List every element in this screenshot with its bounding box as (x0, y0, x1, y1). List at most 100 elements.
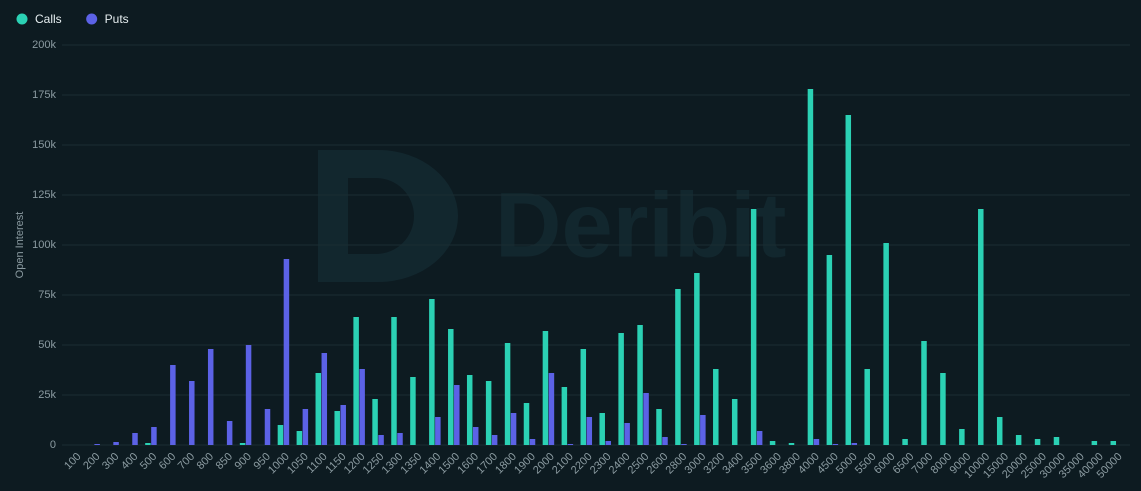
bar (605, 441, 611, 445)
bar (694, 273, 700, 445)
watermark-logo (318, 150, 458, 282)
bar (756, 431, 763, 445)
y-axis-label: Open Interest (14, 212, 26, 279)
bar (731, 399, 738, 445)
bar (296, 431, 303, 445)
y-tick-label: 175k (32, 89, 56, 101)
legend-swatch (86, 13, 98, 25)
bar (637, 325, 643, 445)
bar (769, 441, 776, 445)
bar (334, 411, 340, 445)
legend-label: Puts (105, 12, 129, 26)
bar (1015, 435, 1022, 445)
bar (681, 444, 687, 445)
bar (372, 399, 378, 445)
bar (996, 417, 1003, 445)
bar (580, 349, 587, 445)
bar (353, 317, 359, 445)
bar (845, 115, 852, 445)
bar (599, 413, 605, 445)
bar (472, 427, 479, 445)
bar (491, 435, 498, 445)
bar (245, 345, 252, 445)
bar (978, 209, 984, 445)
bar (283, 259, 290, 445)
bar (264, 409, 271, 445)
bar (277, 425, 284, 445)
bar (315, 373, 322, 445)
legend-swatch (16, 13, 28, 25)
bar (359, 369, 365, 445)
bar (391, 317, 397, 445)
bar (529, 439, 536, 445)
bar (902, 439, 908, 445)
bar (700, 415, 706, 445)
bar (189, 381, 195, 445)
bar (448, 329, 454, 445)
bar (321, 353, 328, 445)
bar (940, 373, 946, 445)
bar (113, 442, 119, 445)
bar (1091, 441, 1098, 445)
bar (788, 443, 795, 445)
bar (94, 444, 100, 445)
bar (832, 444, 839, 445)
bar (454, 385, 460, 445)
bar (340, 405, 346, 445)
bar (662, 437, 668, 445)
bar (504, 343, 511, 445)
bar (239, 443, 246, 445)
bar (959, 429, 965, 445)
bar (302, 409, 309, 445)
y-tick-label: 50k (38, 339, 56, 351)
bar (548, 373, 555, 445)
bar (542, 331, 549, 445)
bar (523, 403, 530, 445)
y-tick-label: 150k (32, 139, 56, 151)
bar (145, 443, 151, 445)
bar (435, 417, 441, 445)
bar (132, 433, 138, 445)
bar (485, 381, 492, 445)
bar (826, 255, 833, 445)
y-tick-label: 25k (38, 389, 56, 401)
bar (567, 444, 574, 445)
bar (921, 341, 927, 445)
bar (510, 413, 517, 445)
bar (466, 375, 473, 445)
bar (618, 333, 624, 445)
bar (429, 299, 435, 445)
bar (170, 365, 176, 445)
bar (1053, 437, 1060, 445)
bar (586, 417, 593, 445)
bar (226, 421, 233, 445)
bar (883, 243, 889, 445)
bar (656, 409, 662, 445)
bar (807, 89, 814, 445)
bar (397, 433, 403, 445)
bar (624, 423, 630, 445)
bar (643, 393, 649, 445)
watermark-text: Deribit (495, 174, 786, 276)
y-tick-label: 0 (50, 439, 56, 451)
y-tick-label: 200k (32, 39, 56, 51)
bar (675, 289, 681, 445)
bar (813, 439, 820, 445)
legend-label: Calls (35, 12, 62, 26)
bar (410, 377, 416, 445)
bar (378, 435, 384, 445)
bar (750, 209, 757, 445)
bar (851, 443, 858, 445)
bar (561, 387, 568, 445)
bar (207, 349, 214, 445)
bar (1034, 439, 1041, 445)
bar (864, 369, 870, 445)
bar (1110, 441, 1117, 445)
y-tick-label: 75k (38, 289, 56, 301)
watermark: Deribit (318, 150, 786, 282)
bar (151, 427, 157, 445)
bar (713, 369, 719, 445)
y-tick-label: 125k (32, 189, 56, 201)
y-tick-label: 100k (32, 239, 56, 251)
